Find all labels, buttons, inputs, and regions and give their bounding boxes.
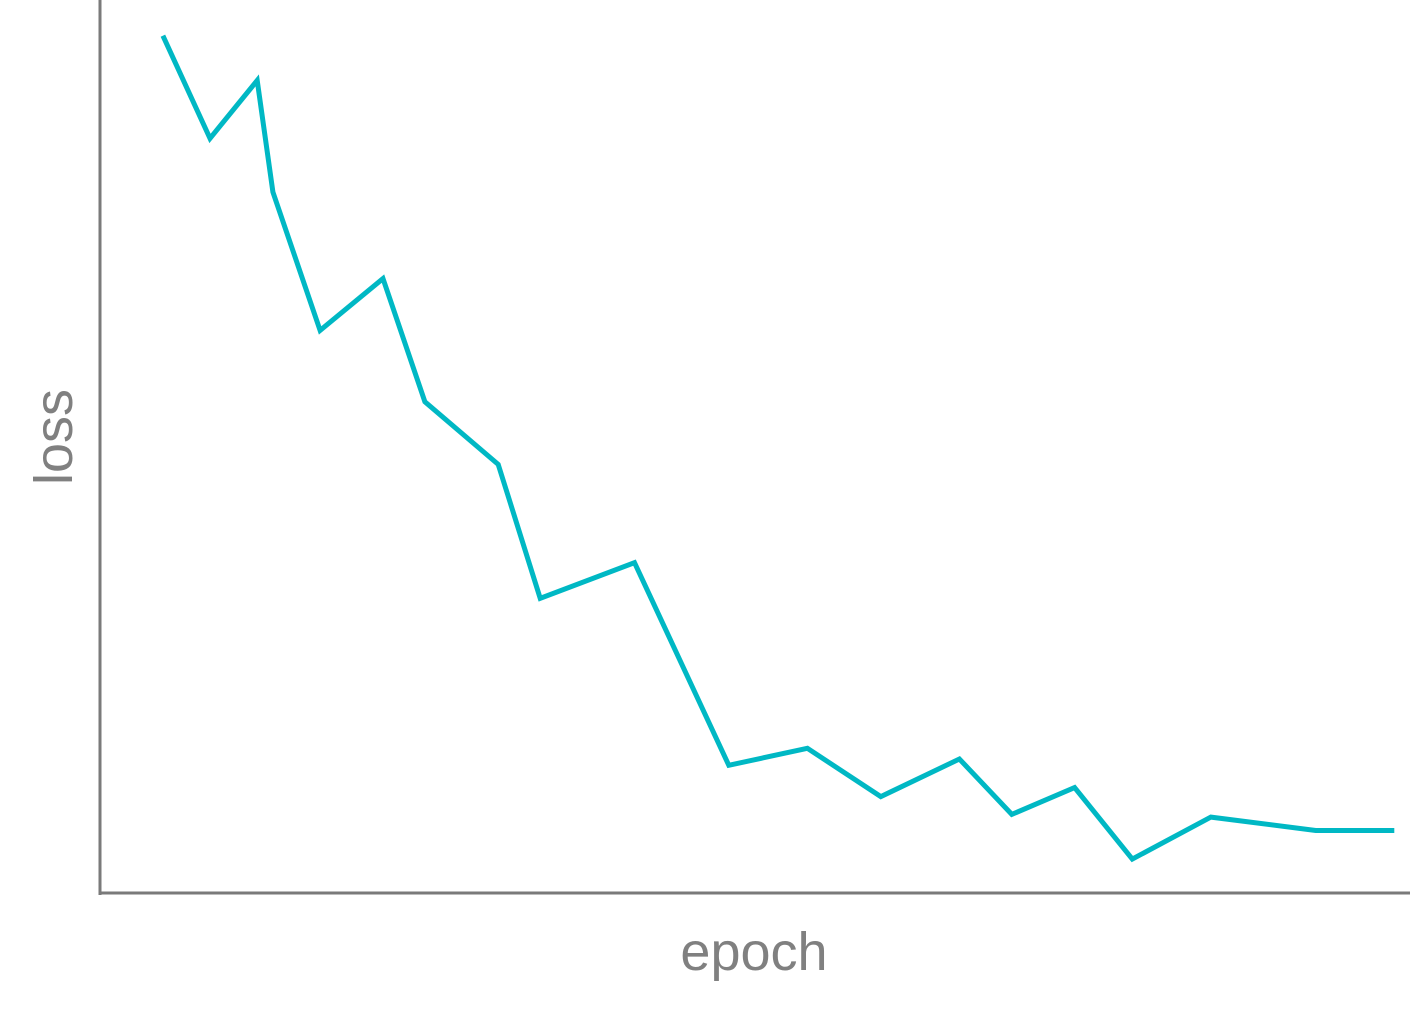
y-axis-label: loss — [24, 389, 84, 485]
x-axis-label: epoch — [680, 922, 827, 982]
loss-series-line — [160, 34, 1395, 863]
